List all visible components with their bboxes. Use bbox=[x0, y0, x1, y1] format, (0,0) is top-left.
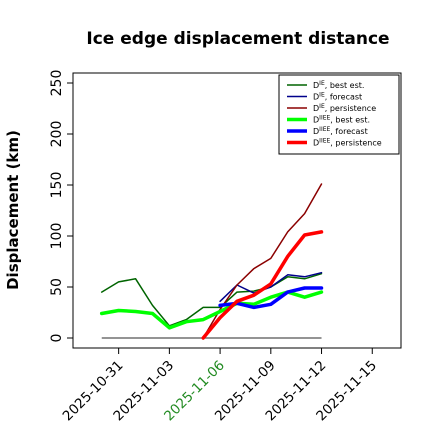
y-tick-label-3: 150 bbox=[49, 172, 65, 199]
legend-label-2: DIE, persistence bbox=[313, 103, 376, 113]
y-tick-label-2: 100 bbox=[49, 223, 65, 250]
series-layer bbox=[99, 183, 324, 340]
y-tick-label-1: 50 bbox=[49, 278, 65, 296]
legend-label-3: DIIEE, best est. bbox=[313, 115, 370, 125]
series-line-0 bbox=[100, 272, 323, 327]
legend-label-4: DIIEE, forecast bbox=[313, 126, 368, 136]
series-line-5 bbox=[201, 230, 324, 340]
plot-frame bbox=[72, 72, 402, 349]
y-tick-label-0: 0 bbox=[49, 334, 65, 343]
y-tick-label-5: 250 bbox=[49, 70, 65, 97]
legend-label-0: DIE, best est. bbox=[313, 80, 364, 90]
y-axis-label: Displacement (km) bbox=[4, 130, 22, 290]
legend-label-5: DIIEE, persistence bbox=[313, 138, 382, 148]
y-axis: 0 50 100 150 200 250 bbox=[49, 70, 73, 343]
chart-title: Ice edge displacement distance bbox=[86, 29, 389, 49]
legend-label-1: DIE, forecast bbox=[313, 92, 362, 102]
y-tick-label-4: 200 bbox=[49, 121, 65, 148]
